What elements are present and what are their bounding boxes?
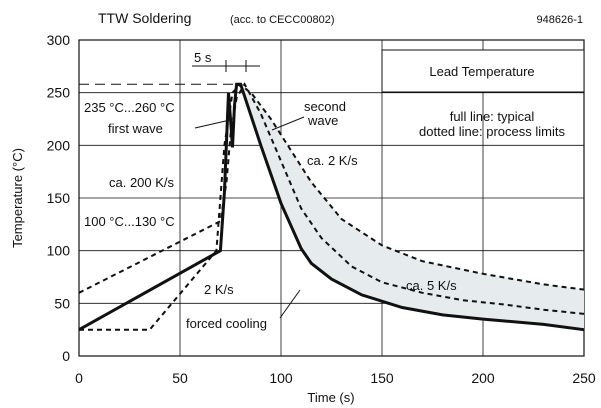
legend-note-typical: full line: typical bbox=[450, 109, 535, 124]
figure-id: 948626-1 bbox=[537, 14, 584, 26]
leader-first-wave bbox=[194, 119, 231, 129]
y-tick-label: 50 bbox=[54, 295, 70, 311]
y-tick-label: 0 bbox=[62, 348, 70, 364]
leader-second-wave bbox=[271, 116, 305, 131]
cooling-band bbox=[236, 84, 584, 330]
y-tick-label: 250 bbox=[47, 85, 71, 101]
annotation-rate-200: ca. 200 K/s bbox=[109, 175, 175, 190]
annotation-second-wave-2: wave bbox=[307, 113, 338, 128]
annotation-rate-2-top: ca. 2 K/s bbox=[307, 153, 358, 168]
annotation-temp-range: 235 °C...260 °C bbox=[84, 100, 175, 115]
y-tick-label: 150 bbox=[47, 190, 71, 206]
y-tick-label: 100 bbox=[47, 243, 71, 259]
series-limit-lower bbox=[79, 82, 585, 331]
series-typical bbox=[78, 82, 585, 332]
annotation-rate-5: ca. 5 K/s bbox=[406, 278, 457, 293]
y-tick-label: 200 bbox=[47, 137, 71, 153]
leader-forced-cooling bbox=[279, 289, 301, 319]
annotation-second-wave-1: second bbox=[304, 99, 346, 114]
x-tick-label: 0 bbox=[75, 370, 83, 386]
y-tick-label: 300 bbox=[47, 32, 71, 48]
x-axis-label: Time (s) bbox=[307, 390, 354, 405]
inset-label: Lead Temperature bbox=[429, 64, 534, 79]
legend-note-limits: dotted line: process limits bbox=[419, 124, 565, 139]
annotation-forced-cooling: forced cooling bbox=[186, 316, 267, 331]
annotation-preheat: 100 °C...130 °C bbox=[84, 214, 175, 229]
annotation-first-wave: first wave bbox=[108, 121, 163, 136]
x-tick-label: 200 bbox=[471, 370, 495, 386]
x-tick-label: 150 bbox=[370, 370, 394, 386]
chart-title: TTW Soldering bbox=[98, 10, 191, 26]
inset-box bbox=[381, 49, 585, 93]
series-limit-upper bbox=[78, 82, 585, 315]
x-tick-label: 50 bbox=[172, 370, 188, 386]
annotation-rate-2-bottom: 2 K/s bbox=[204, 282, 234, 297]
chart-subtitle: (acc. to CECC00802) bbox=[230, 14, 335, 26]
annotation-five-s: 5 s bbox=[194, 50, 212, 65]
y-axis-label: Temperature (°C) bbox=[10, 148, 25, 248]
x-tick-label: 100 bbox=[269, 370, 293, 386]
tick-labels: 0 50 100 150 200 250 0 50 100 150 200 250 300 bbox=[47, 32, 596, 386]
x-tick-label: 250 bbox=[572, 370, 596, 386]
